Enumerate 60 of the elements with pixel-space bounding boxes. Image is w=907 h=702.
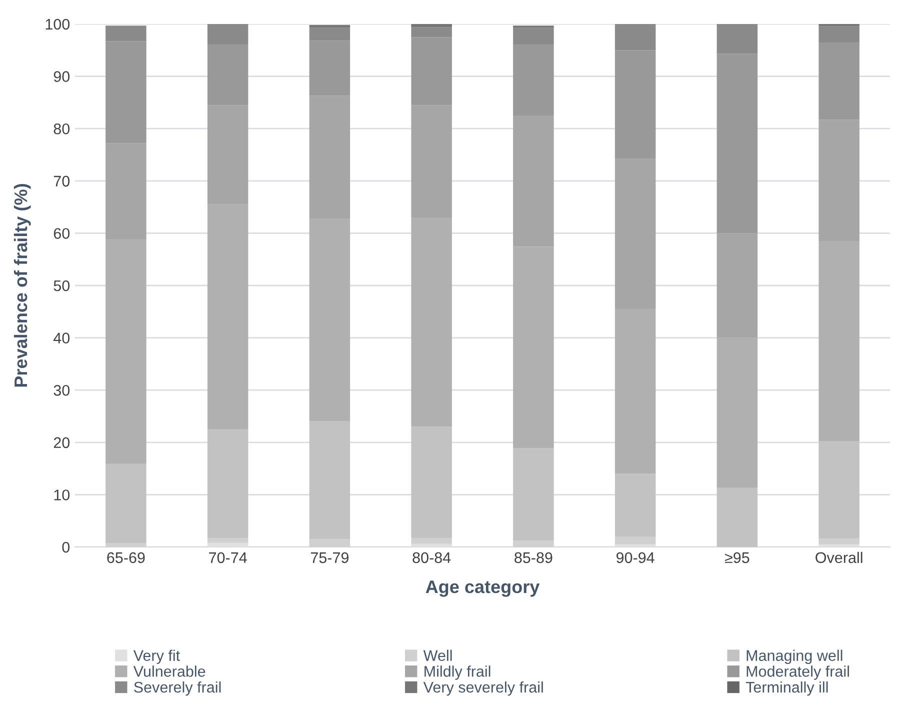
bar: [411, 426, 452, 538]
y-tick-label: 10: [54, 490, 70, 500]
x-tick-label: Overall: [816, 552, 862, 564]
x-tick-label: 70-74: [209, 552, 247, 564]
legend-label: Terminally ill: [746, 681, 828, 696]
x-axis-title: Age category: [426, 580, 540, 597]
bar: [513, 44, 554, 116]
x-tick-label: 65-69: [107, 552, 145, 564]
bar: [614, 536, 656, 544]
bar: [614, 474, 656, 537]
bar: [818, 538, 860, 544]
y-tick-label: 80: [54, 123, 70, 134]
bar: [309, 40, 350, 96]
y-tick-label: 90: [54, 71, 70, 82]
bar: [818, 26, 860, 43]
bar: [716, 54, 758, 234]
bar: [411, 24, 452, 28]
legend-label: Very severely frail: [423, 681, 543, 696]
bar: [106, 41, 146, 144]
y-tick-label: 40: [54, 332, 70, 344]
bar: [411, 37, 452, 106]
y-tick-label: 60: [54, 228, 70, 239]
bar: [106, 26, 146, 42]
bar: [716, 24, 758, 54]
x-tick-label: 85-89: [514, 552, 552, 564]
legend-label: Very fit: [133, 650, 180, 664]
bar: [207, 429, 248, 538]
y-tick-label: 70: [54, 176, 70, 187]
legend-label: Mildly frail: [424, 666, 490, 680]
y-tick-label: 30: [54, 384, 70, 396]
bar: [513, 28, 554, 45]
y-tick-label: 0: [62, 542, 70, 553]
legend-label: Severely frail: [134, 681, 221, 696]
x-tick-label: 80-84: [412, 552, 451, 564]
bar: [309, 28, 350, 41]
bar: [818, 441, 860, 539]
y-tick-label: 20: [54, 437, 70, 448]
legend-label: Moderately frail: [746, 666, 849, 680]
bar: [207, 24, 248, 45]
bar: [309, 25, 350, 28]
bar: [614, 50, 656, 159]
bar: [818, 42, 860, 120]
bar: [614, 24, 656, 50]
y-tick-label: 100: [46, 18, 70, 30]
legend-label: Managing well: [746, 650, 842, 664]
bar: [207, 538, 248, 543]
bar: [411, 538, 452, 544]
x-tick-label: 75-79: [310, 552, 349, 564]
legend-label: Well: [423, 650, 452, 661]
bar: [309, 420, 350, 540]
bar: [716, 488, 758, 547]
y-tick-label: 50: [54, 280, 70, 292]
bar: [411, 27, 452, 38]
bar: [207, 44, 248, 106]
x-tick-label: 90-94: [616, 552, 654, 564]
x-tick-label: ≥95: [724, 552, 750, 564]
bar: [106, 464, 146, 544]
bar: [513, 448, 554, 541]
y-axis-title: Prevalence of frailty (%): [14, 184, 31, 387]
legend-label: Vulnerable: [133, 666, 206, 677]
